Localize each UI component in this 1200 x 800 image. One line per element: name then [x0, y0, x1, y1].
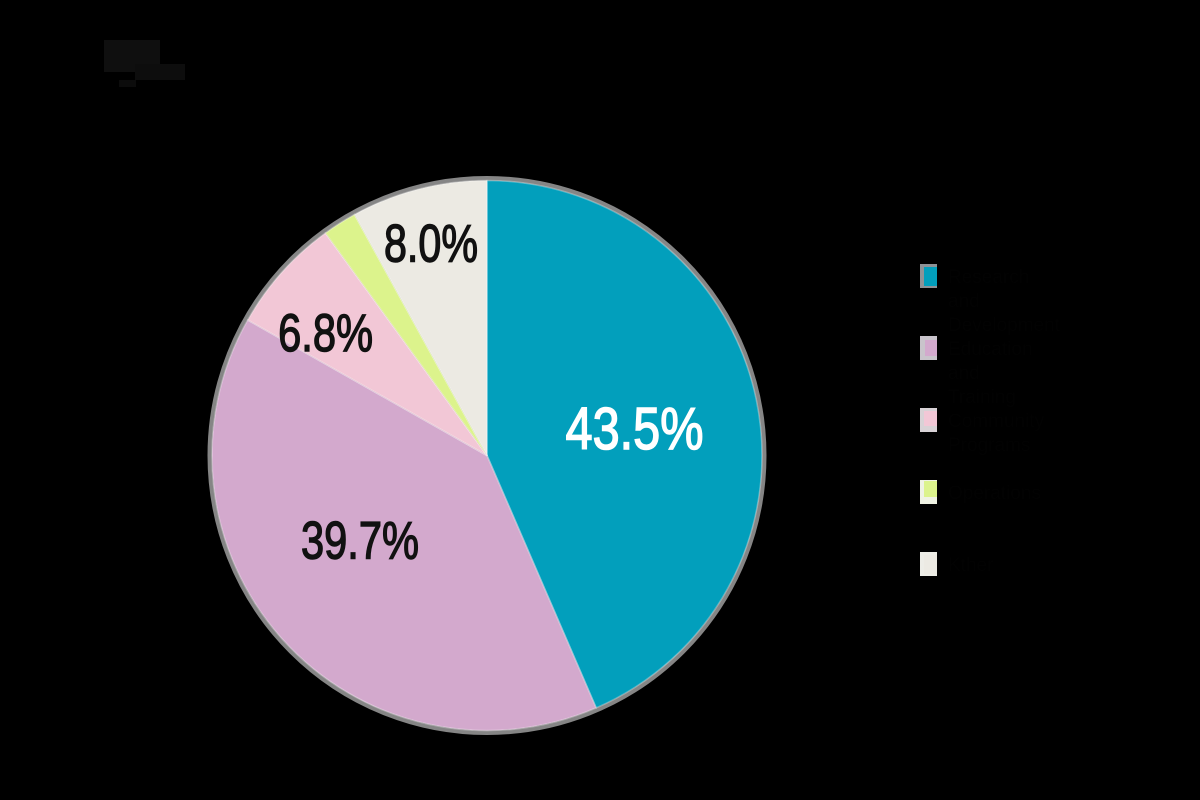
svg-text:8.0%: 8.0% — [384, 215, 478, 274]
svg-text:43.5%: 43.5% — [566, 396, 704, 462]
svg-text:6.8%: 6.8% — [278, 304, 373, 363]
svg-text:39.7%: 39.7% — [301, 512, 419, 571]
